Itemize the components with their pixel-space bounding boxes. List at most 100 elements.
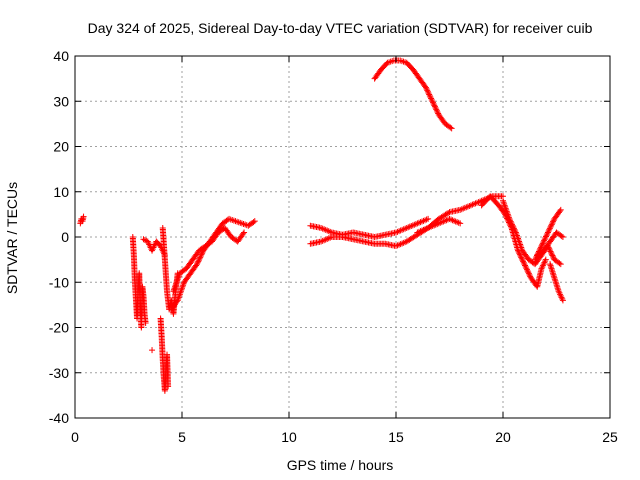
x-tick-label: 15 [388, 429, 404, 445]
data-point [548, 222, 555, 229]
data-point [548, 221, 555, 228]
series-layer [77, 57, 566, 394]
data-point [448, 125, 455, 132]
data-point [507, 217, 514, 224]
data-point [425, 90, 432, 97]
data-point [241, 229, 248, 236]
data-point [197, 254, 204, 261]
data-point [510, 224, 517, 231]
data-point [425, 215, 432, 222]
data-point [550, 218, 557, 225]
data-point [197, 253, 204, 260]
data-point [549, 252, 556, 259]
data-point [523, 265, 530, 272]
x-tick-label: 0 [71, 429, 79, 445]
series-arc-i [307, 215, 432, 240]
data-point [546, 226, 553, 233]
series-arc-q [547, 261, 566, 304]
data-point [198, 251, 205, 258]
data-point [538, 243, 545, 250]
y-tick-label: -30 [49, 365, 69, 381]
data-point [508, 221, 515, 228]
series-arc-a [77, 213, 87, 227]
data-point [539, 241, 546, 248]
data-point [430, 100, 437, 107]
series-arc-h [170, 224, 248, 295]
series-arc-b [129, 234, 149, 331]
series-arc-d [149, 347, 156, 354]
data-point [559, 297, 566, 304]
data-point [546, 247, 553, 254]
data-point [195, 257, 202, 264]
data-point [430, 99, 437, 106]
data-point [525, 270, 532, 277]
data-point [544, 230, 551, 237]
data-point [426, 92, 433, 99]
data-point [240, 230, 247, 237]
series-arc-p [534, 229, 566, 259]
data-point [557, 206, 564, 213]
data-point [548, 249, 555, 256]
data-point [519, 257, 526, 264]
data-point [516, 251, 523, 258]
data-point [558, 233, 565, 240]
y-tick-label: 40 [53, 48, 69, 64]
data-point [541, 236, 548, 243]
data-point [523, 266, 530, 273]
data-point [525, 269, 532, 276]
data-point [543, 232, 550, 239]
y-tick-label: 30 [53, 93, 69, 109]
y-tick-label: -40 [49, 410, 69, 426]
data-point [434, 109, 441, 116]
data-point [518, 255, 525, 262]
data-point [196, 255, 203, 262]
data-point [428, 95, 435, 102]
data-point [532, 255, 539, 262]
data-point [557, 261, 564, 268]
data-point [431, 103, 438, 110]
data-point [548, 251, 555, 258]
data-point [250, 219, 257, 226]
data-point [193, 261, 200, 268]
data-point [520, 259, 527, 266]
data-point [545, 228, 552, 235]
y-axis-label: SDTVAR / TECUs [4, 182, 20, 294]
series-arc-m [478, 193, 549, 290]
data-point [429, 98, 436, 105]
series-arc-k [371, 57, 455, 132]
data-point [524, 267, 531, 274]
data-point [423, 86, 430, 93]
data-point [195, 258, 202, 265]
data-point [550, 253, 557, 260]
y-tick-label: 0 [61, 229, 69, 245]
data-point [424, 87, 431, 94]
x-axis-label: GPS time / hours [287, 457, 394, 473]
data-point [428, 96, 435, 103]
data-point [517, 253, 524, 260]
x-tick-label: 25 [602, 429, 618, 445]
data-point [447, 124, 454, 131]
data-point [427, 94, 434, 101]
data-point [549, 219, 556, 226]
x-tick-label: 5 [178, 429, 186, 445]
data-point [142, 319, 149, 326]
data-point [251, 218, 258, 225]
data-point [512, 228, 519, 235]
y-tick-label: -20 [49, 320, 69, 336]
data-point [433, 107, 440, 114]
data-point [508, 219, 515, 226]
data-point [506, 215, 513, 222]
data-point [542, 256, 549, 263]
data-point [509, 222, 516, 229]
data-point [543, 233, 550, 240]
data-point [149, 347, 156, 354]
data-point [522, 263, 529, 270]
data-point [80, 213, 87, 220]
data-point [546, 225, 553, 232]
data-point [194, 259, 201, 266]
data-point [547, 248, 554, 255]
x-tick-label: 20 [495, 429, 511, 445]
data-point [547, 224, 554, 231]
data-point [522, 262, 529, 269]
